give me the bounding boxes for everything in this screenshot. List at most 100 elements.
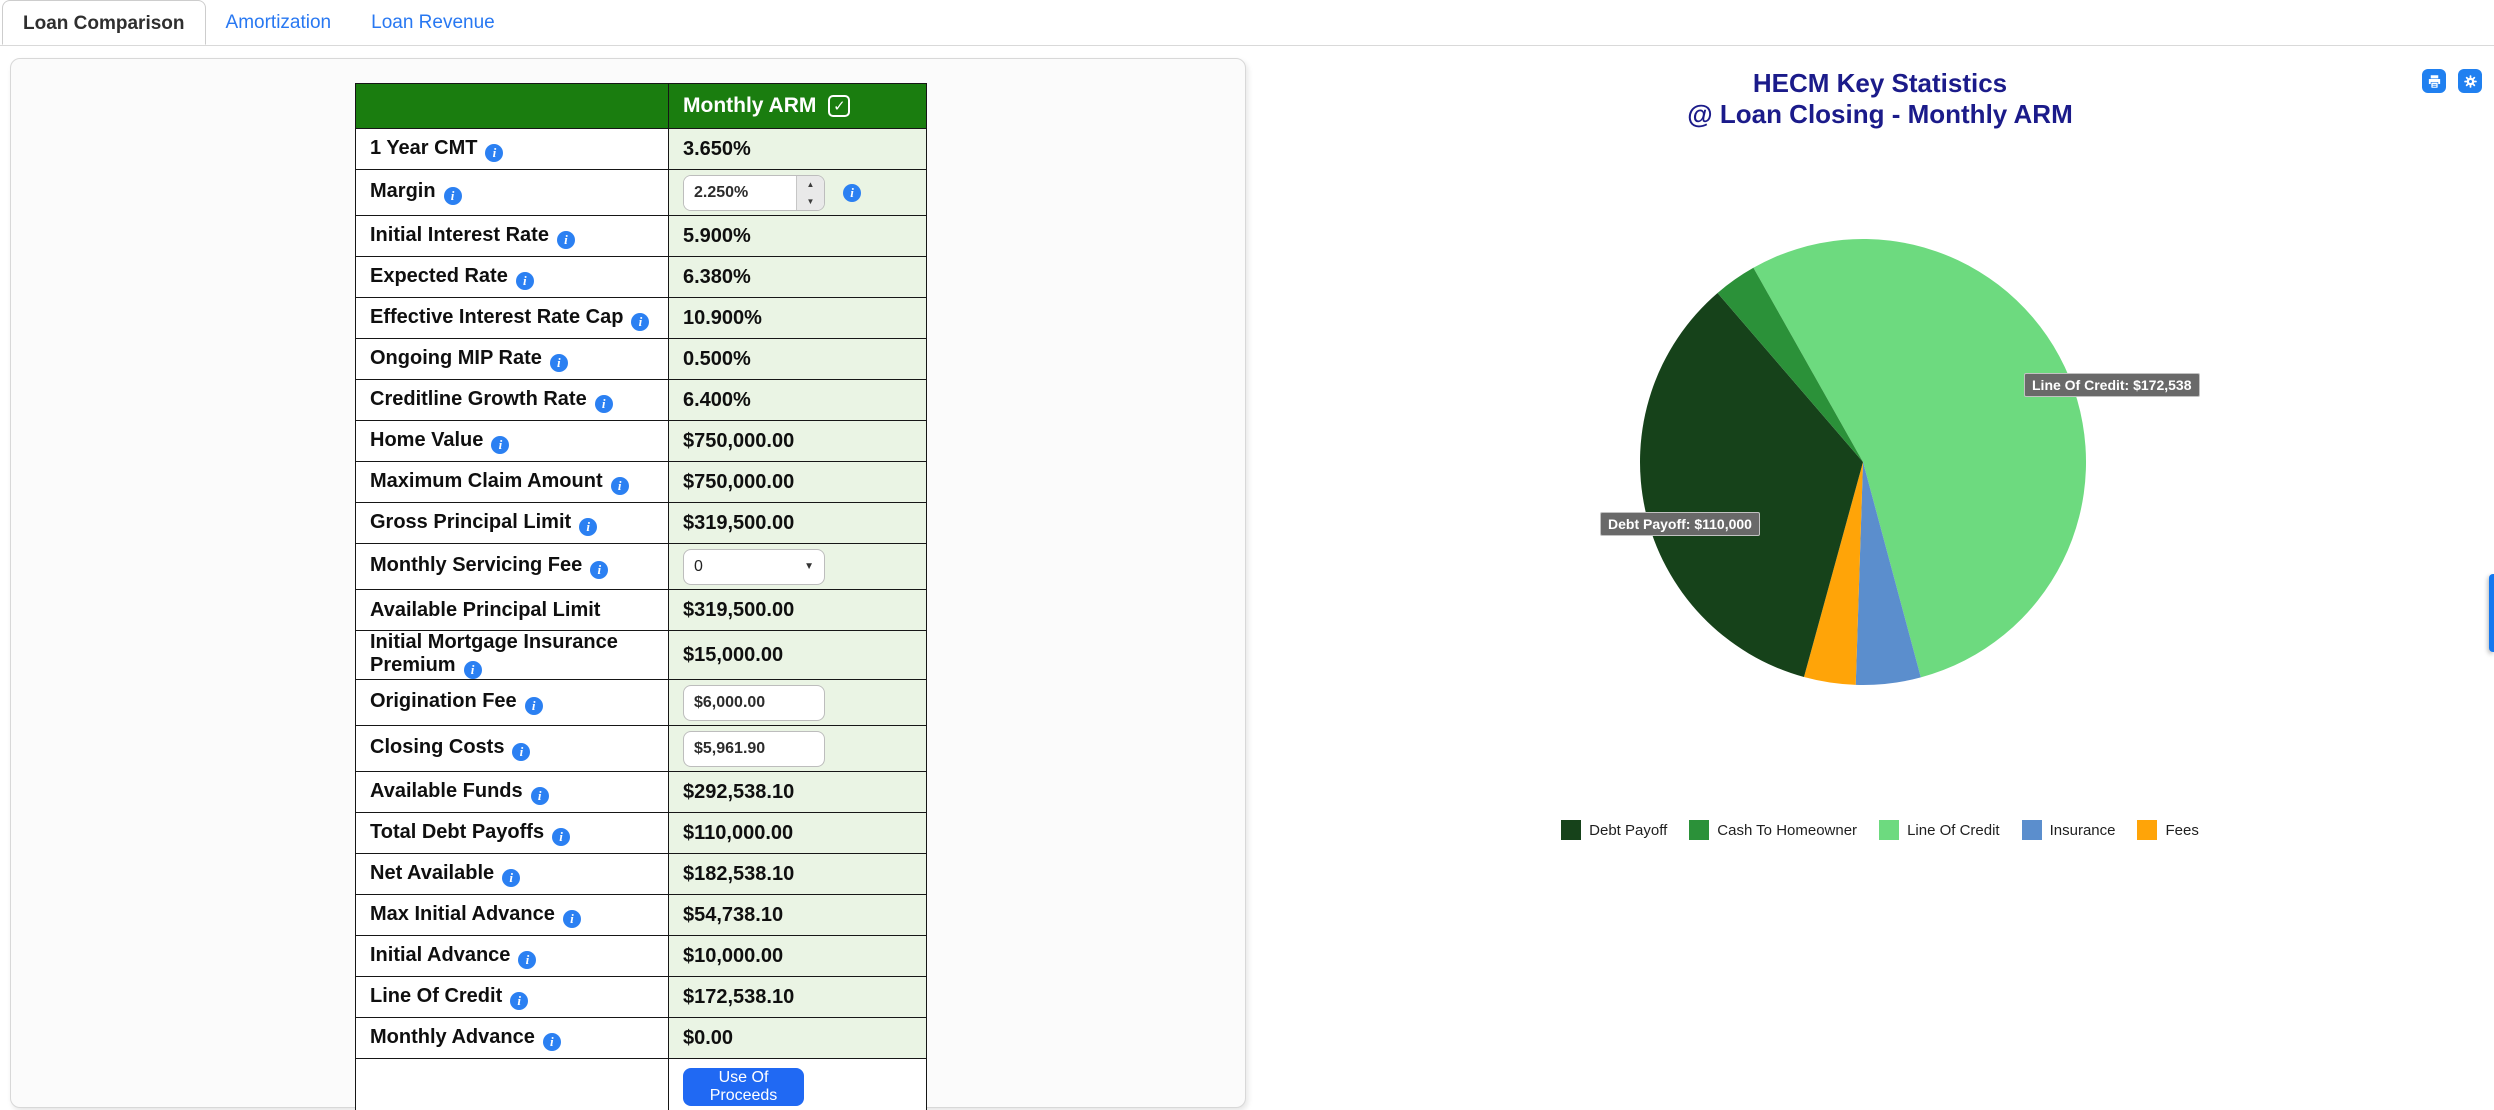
table-row: Max Initial Advance i $54,738.10 [355,894,927,936]
info-icon[interactable]: i [594,394,613,413]
info-icon[interactable]: i [491,435,510,454]
pie-slice-fees[interactable] [1803,462,1863,685]
spinner-down-icon[interactable]: ▼ [806,196,815,206]
row-label: Ongoing MIP Rate [370,346,542,369]
legend-item-cash-to-homeowner: Cash To Homeowner [1689,820,1857,840]
info-icon[interactable]: i [579,517,598,536]
legend-label: Fees [2165,821,2199,839]
print-button[interactable] [2422,69,2446,93]
row-label-cell-ongoing-mip-rate: Ongoing MIP Rate i [355,338,669,380]
pie-chart-area [1633,232,2093,692]
chart-title-line2: @ Loan Closing - Monthly ARM [1687,99,2073,129]
table-row: Origination Fee i [355,679,927,726]
info-icon[interactable]: i [510,991,529,1010]
row-label-cell-monthly-servicing-fee: Monthly Servicing Fee i [355,543,669,590]
chevron-down-icon: ▼ [804,561,814,572]
pie-label-line-of-credit: Line Of Credit: $172,538 [2024,373,2200,397]
pie-slice-line-of-credit[interactable] [1753,238,2087,678]
spinner-up-icon[interactable]: ▲ [806,179,815,189]
info-icon[interactable]: i [512,743,531,761]
info-icon[interactable]: i [515,271,534,290]
info-icon[interactable]: i [556,230,575,249]
info-icon[interactable]: i [485,143,504,162]
legend-swatch-icon [2021,820,2042,840]
row-label-cell-line-of-credit: Line Of Credit i [355,976,669,1018]
row-value: 10.900% [683,306,762,329]
pie-label-debt-payoff: Debt Payoff: $110,000 [1600,512,1760,536]
info-icon[interactable]: i [502,868,521,887]
info-icon[interactable]: i [631,312,650,331]
info-icon[interactable]: i [524,697,543,715]
table-row: Closing Costs i [355,725,927,772]
row-label-cell-origination-fee: Origination Fee i [355,679,669,726]
info-icon[interactable]: i [530,786,549,805]
legend-item-debt-payoff: Debt Payoff [1561,820,1667,840]
row-label: Origination Fee [370,690,517,712]
info-icon[interactable]: i [590,561,609,579]
row-label-cell-monthly-advance: Monthly Advance i [355,1017,669,1059]
row-label: Closing Costs [370,736,505,758]
legend-swatch-icon [1879,820,1900,840]
closing-costs-input[interactable] [683,730,825,767]
row-value-cell-ongoing-mip-rate: 0.500% [668,338,927,380]
legend-label: Line Of Credit [1907,821,2000,839]
monthly-servicing-fee-select[interactable]: 0 ▼ [683,548,825,585]
row-value-cell-origination-fee [668,679,927,726]
table-row: Line Of Credit i $172,538.10 [355,976,927,1018]
tab-loan-revenue[interactable]: Loan Revenue [371,12,495,33]
selected-option: 0 [694,557,703,575]
margin-input[interactable] [684,175,796,210]
row-value-cell-margin: ▲▼i [668,169,927,216]
row-value-cell-total-debt-payoffs: $110,000.00 [668,812,927,854]
row-label-cell-initial-mortgage-insurance-premium: Initial Mortgage Insurance Premium i [355,630,669,680]
table-row: Expected Rate i 6.380% [355,256,927,298]
gear-icon [2463,74,2477,88]
info-icon[interactable]: i [843,183,861,202]
tab-amortization[interactable]: Amortization [225,12,332,33]
table-row: Home Value i $750,000.00 [355,420,927,462]
tab-loan-comparison[interactable]: Loan Comparison [2,0,206,45]
right-edge-floating-tab[interactable] [2489,574,2494,652]
row-value-cell-1-year-cmt: 3.650% [668,128,927,170]
table-row: Initial Mortgage Insurance Premium i $15,0… [355,630,927,680]
use-of-proceeds-button[interactable]: Use Of Proceeds [683,1067,804,1106]
info-icon[interactable]: i [518,950,537,969]
row-label-cell-home-value: Home Value i [355,420,669,462]
row-label: 1 Year CMT [370,136,478,159]
product-checkbox[interactable]: ✓ [828,95,851,117]
tab-bar: Loan Comparison Amortization Loan Revenu… [0,0,2494,46]
info-icon[interactable]: i [549,353,568,372]
row-label-cell-initial-advance: Initial Advance i [355,935,669,977]
row-value-cell-line-of-credit: $172,538.10 [668,976,927,1018]
table-row: Available Principal Limit $319,500.00 [355,589,927,631]
info-icon[interactable]: i [610,476,629,495]
pie-slice-insurance[interactable] [1855,462,1921,685]
table-row: Net Available i $182,538.10 [355,853,927,895]
row-label-cell-total-debt-payoffs: Total Debt Payoffs i [355,812,669,854]
pie-slice-debt-payoff[interactable] [1640,292,1863,678]
legend-label: Cash To Homeowner [1717,821,1858,839]
info-icon[interactable]: i [542,1032,561,1051]
spinner-buttons: ▲ ▼ [796,175,824,210]
pie-slice-cash-to-homeowner[interactable] [1717,267,1863,462]
row-label: Initial Interest Rate [370,223,549,246]
row-label-cell-empty [355,1058,669,1110]
row-value: $15,000.00 [683,643,784,666]
row-value: $0.00 [683,1026,734,1049]
table-row: Ongoing MIP Rate i 0.500% [355,338,927,380]
row-label-cell-creditline-growth-rate: Creditline Growth Rate i [355,379,669,421]
row-value: $182,538.10 [683,862,795,885]
settings-button[interactable] [2458,69,2482,93]
chart-toolbar [2422,69,2482,93]
info-icon[interactable]: i [562,909,581,928]
legend-item-line-of-credit: Line Of Credit [1879,820,2000,840]
table-row: Total Debt Payoffs i $110,000.00 [355,812,927,854]
origination-fee-input[interactable] [683,684,825,721]
info-icon[interactable]: i [463,661,482,679]
legend-item-insurance: Insurance [2021,820,2115,840]
row-label: Maximum Claim Amount [370,469,603,492]
info-icon[interactable]: i [443,187,462,205]
info-icon[interactable]: i [552,827,571,846]
row-value-cell-monthly-servicing-fee: 0 ▼ [668,543,927,590]
